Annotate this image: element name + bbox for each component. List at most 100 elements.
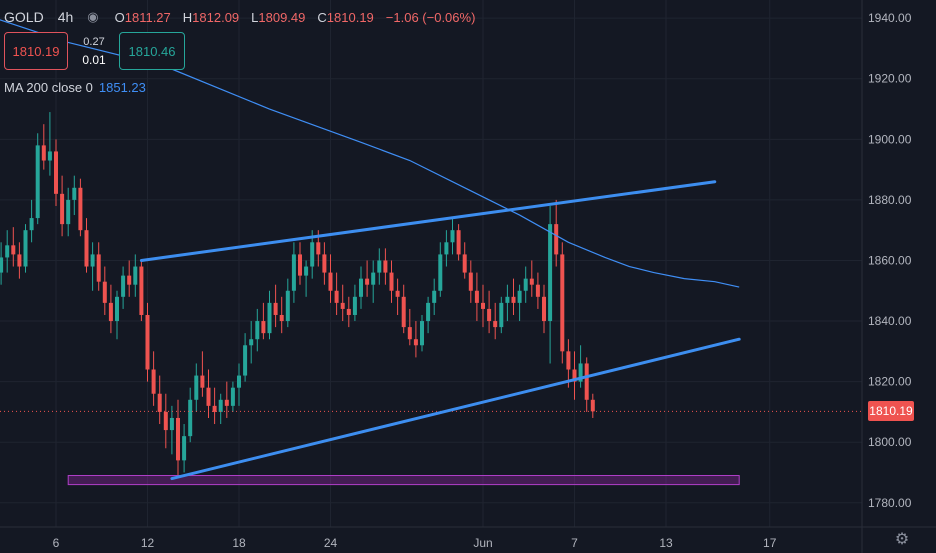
candle-body xyxy=(377,260,382,273)
candle-body xyxy=(456,230,461,255)
open-value: 1811.27 xyxy=(124,9,171,25)
candle-body xyxy=(224,399,229,406)
candle-body xyxy=(35,145,40,219)
candle-body xyxy=(529,278,534,285)
candle-body xyxy=(41,145,46,161)
candle-body xyxy=(0,257,4,273)
candle-body xyxy=(389,272,394,291)
candle-body xyxy=(572,369,577,382)
x-tick-label: 24 xyxy=(324,536,338,550)
candle-body xyxy=(407,327,412,340)
candle-body xyxy=(499,302,504,328)
candle-body xyxy=(102,281,107,303)
candle-body xyxy=(365,278,370,285)
candle-body xyxy=(96,254,101,282)
candle-body xyxy=(578,363,583,382)
x-tick-label: 6 xyxy=(53,536,60,550)
candle-body xyxy=(298,254,302,276)
candle-body xyxy=(371,272,376,285)
open-label: O xyxy=(114,9,125,25)
candle-body xyxy=(163,411,168,431)
timeframe-label[interactable]: 4h xyxy=(57,9,74,25)
candle-body xyxy=(157,393,162,412)
high-label: H xyxy=(182,9,193,25)
last-price-value: 1810.19 xyxy=(869,404,913,419)
close-label: C xyxy=(317,9,327,25)
candle-body xyxy=(84,230,89,267)
trendline xyxy=(170,337,741,481)
candle-body xyxy=(438,254,443,291)
y-tick-label: 1940.00 xyxy=(868,11,912,25)
y-tick-label: 1780.00 xyxy=(868,496,912,510)
sell-button[interactable]: 1810.19 xyxy=(4,32,68,70)
candle-body xyxy=(395,290,400,297)
candle-body xyxy=(200,375,205,388)
ma-indicator-value: 1851.23 xyxy=(98,80,146,95)
candle-body xyxy=(590,399,595,412)
candle-body xyxy=(212,405,217,412)
spread-display: 0.27 0.01 xyxy=(72,32,116,70)
candle-body xyxy=(474,290,479,303)
candle-body xyxy=(237,375,241,388)
buy-button[interactable]: 1810.46 xyxy=(119,32,185,70)
candle-body xyxy=(493,321,498,328)
y-tick-label: 1860.00 xyxy=(868,253,912,267)
candle-body xyxy=(444,242,449,255)
candle-body xyxy=(548,224,553,322)
x-tick-label: 13 xyxy=(659,536,673,550)
spread-top: 0.27 xyxy=(83,35,105,48)
ma-indicator-legend[interactable]: MA 200 close 0 1851.23 xyxy=(4,80,146,95)
candle-body xyxy=(115,296,119,322)
candle-body xyxy=(261,321,266,334)
candle-body xyxy=(188,399,193,437)
candle-body xyxy=(291,254,296,291)
candle-body xyxy=(255,321,260,340)
candle-body xyxy=(230,387,235,406)
candle-body xyxy=(401,296,406,328)
candle-body xyxy=(413,339,418,346)
symbol-label[interactable]: GOLD xyxy=(4,9,44,25)
y-tick-label: 1900.00 xyxy=(868,132,912,146)
candle-body xyxy=(359,278,363,297)
candle-body xyxy=(151,369,156,394)
candle-body xyxy=(310,242,315,267)
candle-body xyxy=(66,199,71,225)
candle-body xyxy=(523,278,528,291)
eye-icon[interactable]: ◉ xyxy=(87,9,99,24)
candle-body xyxy=(334,290,339,303)
candle-body xyxy=(383,260,388,273)
candle-body xyxy=(121,275,126,297)
candle-body xyxy=(29,218,34,231)
candle-body xyxy=(176,417,180,461)
candle-body xyxy=(316,242,321,255)
candle-body xyxy=(47,151,52,161)
sell-price: 1810.19 xyxy=(12,43,60,59)
candle-body xyxy=(340,302,345,309)
candle-body xyxy=(426,302,431,322)
close-value: 1810.19 xyxy=(326,9,374,25)
candle-body xyxy=(90,254,95,267)
candle-body xyxy=(462,254,467,273)
candle-body xyxy=(273,302,278,315)
candle-body xyxy=(54,151,58,194)
buy-price: 1810.46 xyxy=(128,43,176,59)
y-tick-label: 1920.00 xyxy=(868,72,912,86)
candle-body xyxy=(218,399,223,412)
candle-body xyxy=(450,230,455,243)
x-tick-label: 7 xyxy=(571,536,578,550)
gear-icon[interactable]: ⚙ xyxy=(894,531,910,548)
candle-body xyxy=(182,436,187,461)
candle-body xyxy=(481,302,485,309)
candle-body xyxy=(352,296,357,315)
candle-body xyxy=(542,296,546,322)
candle-body xyxy=(432,290,437,303)
candle-body xyxy=(194,375,199,400)
candle-body xyxy=(133,266,138,285)
candle-body xyxy=(127,275,132,285)
candle-body xyxy=(566,351,571,370)
low-label: L xyxy=(251,9,259,25)
candle-body xyxy=(511,296,516,303)
x-tick-label: 17 xyxy=(763,536,777,550)
support-zone xyxy=(67,475,740,486)
